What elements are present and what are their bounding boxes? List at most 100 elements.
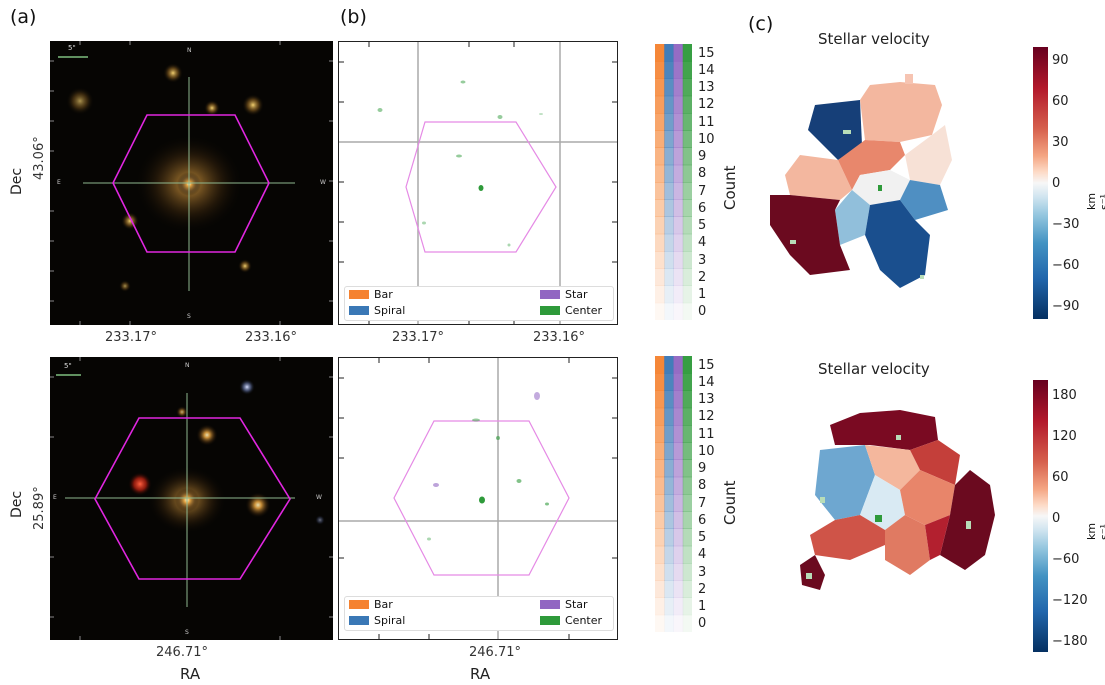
count-colorbar-cell	[673, 113, 684, 131]
north-label-row1: N	[187, 47, 192, 54]
legend-swatch-center	[540, 306, 560, 315]
count-colorbar-cell	[664, 44, 674, 62]
legend-label-spiral: Spiral	[374, 614, 406, 627]
count-colorbar-tick: 3	[698, 564, 707, 580]
count-colorbar-tick: 2	[698, 269, 707, 285]
count-colorbar-tick: 8	[698, 478, 707, 494]
count-colorbar-cell	[673, 44, 684, 62]
velocity-colorbar-row2	[1033, 380, 1048, 652]
count-colorbar-tick: 9	[698, 461, 707, 477]
count-colorbar-cell	[682, 563, 692, 581]
count-colorbar-tick: 9	[698, 149, 707, 165]
count-colorbar-cell	[682, 44, 692, 62]
count-colorbar-cell	[673, 285, 684, 304]
count-colorbar-cell	[682, 356, 692, 374]
count-colorbar-cell	[673, 494, 684, 512]
legend-label-center: Center	[565, 614, 603, 627]
annotation-map-row1: Bar Spiral Star Center	[338, 41, 618, 325]
velocity-map-row2	[790, 395, 1000, 605]
velocity-colorbar-ticks-row2: 180 120 60 0 −60 −120 −180	[1052, 388, 1088, 649]
ra-axis-label-zoo: RA	[470, 665, 491, 683]
dec-axis-label-row1: Dec	[9, 167, 25, 195]
count-colorbar-cell	[655, 528, 665, 547]
count-colorbar-row2	[655, 356, 692, 632]
dec-value-row1: 43.06°	[32, 136, 47, 180]
count-colorbar-row1	[655, 44, 692, 320]
panel-label-a: (a)	[10, 6, 37, 28]
count-colorbar-cell	[664, 373, 674, 391]
count-colorbar-cell	[673, 268, 684, 286]
count-colorbar-cell	[655, 199, 665, 217]
count-colorbar-cell	[682, 113, 692, 131]
count-colorbar-cell	[655, 268, 665, 286]
count-colorbar-cell	[682, 597, 692, 616]
count-colorbar-cell	[664, 459, 674, 478]
count-colorbar-cell	[664, 425, 674, 443]
zoo-ra-tick-row1-a: 233.17°	[392, 330, 444, 345]
count-colorbar-cell	[682, 95, 692, 114]
count-colorbar-tick: 3	[698, 252, 707, 268]
count-colorbar-cell	[673, 251, 684, 269]
count-colorbar-cell	[664, 442, 674, 460]
count-colorbar-cell	[655, 407, 665, 426]
count-colorbar-tick: 12	[698, 97, 715, 113]
scale-label-row1: 5"	[68, 44, 76, 52]
count-colorbar-cell	[664, 147, 674, 166]
annotation-map-svg-row1	[339, 42, 617, 324]
count-colorbar-cell	[655, 78, 665, 97]
count-colorbar-cell	[655, 164, 665, 183]
count-colorbar-cell	[655, 580, 665, 598]
count-colorbar-cell	[655, 130, 665, 148]
count-colorbar-cell	[682, 251, 692, 269]
count-colorbar-tick: 11	[698, 426, 715, 442]
count-colorbar-cell	[673, 407, 684, 426]
count-colorbar-tick: 0	[698, 304, 707, 320]
west-label-row1: W	[320, 179, 326, 186]
zoo-ra-tick-row2: 246.71°	[469, 645, 521, 660]
count-label-row2: Count	[721, 480, 739, 525]
velocity-title-row2: Stellar velocity	[818, 360, 930, 378]
count-colorbar-tick: 5	[698, 530, 707, 546]
count-colorbar-cell	[682, 494, 692, 512]
count-colorbar-tick: 4	[698, 235, 707, 251]
count-label-row1: Count	[721, 165, 739, 210]
count-colorbar-cell	[664, 356, 674, 374]
legend-label-bar: Bar	[374, 288, 393, 301]
count-colorbar-cell	[664, 216, 674, 235]
count-colorbar-cell	[664, 113, 674, 131]
count-colorbar-cell	[682, 407, 692, 426]
count-colorbar-cell	[673, 147, 684, 166]
legend-swatch-center	[540, 616, 560, 625]
count-colorbar-cell	[673, 61, 684, 79]
count-colorbar-cell	[673, 476, 684, 495]
count-colorbar-cell	[655, 494, 665, 512]
panel-label-b: (b)	[340, 6, 367, 28]
count-colorbar-cell	[673, 563, 684, 581]
count-colorbar-cell	[673, 580, 684, 598]
count-colorbar-cell	[682, 78, 692, 97]
sky-ra-tick-row1-a: 233.17°	[105, 330, 157, 345]
count-colorbar-cell	[655, 614, 665, 632]
ra-axis-label-sky: RA	[180, 665, 201, 683]
count-colorbar-tick: 7	[698, 183, 707, 199]
count-colorbar-tick: 6	[698, 200, 707, 216]
count-colorbar-cell	[655, 61, 665, 79]
count-colorbar-tick: 13	[698, 392, 715, 408]
velocity-unit-row2: km s⁻¹	[1085, 522, 1105, 540]
count-colorbar-cell	[664, 130, 674, 148]
count-colorbar-cell	[655, 511, 665, 529]
count-colorbar-cell	[664, 476, 674, 495]
count-colorbar-cell	[673, 78, 684, 97]
velocity-colorbar-row1	[1033, 47, 1048, 319]
count-colorbar-cell	[664, 164, 674, 183]
count-colorbar-cell	[664, 528, 674, 547]
count-colorbar-cell	[682, 459, 692, 478]
count-colorbar-cell	[655, 545, 665, 564]
legend-label-bar: Bar	[374, 598, 393, 611]
legend-swatch-spiral	[349, 616, 369, 625]
count-colorbar-cell	[664, 563, 674, 581]
count-colorbar-cell	[664, 199, 674, 217]
count-colorbar-cell	[655, 44, 665, 62]
count-colorbar-cell	[673, 216, 684, 235]
count-colorbar-cell	[673, 511, 684, 529]
